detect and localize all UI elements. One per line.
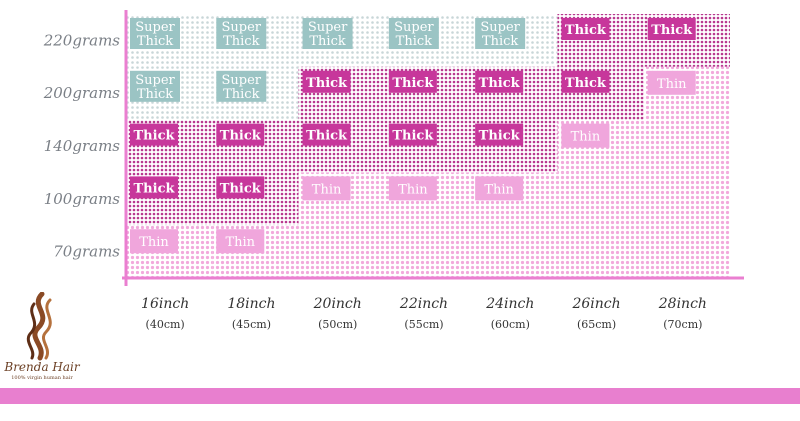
grid-cell-bg — [557, 225, 644, 278]
grid-cell-label: Thick — [561, 18, 610, 40]
x-tick-sublabel: (45cm) — [232, 318, 271, 331]
x-tick-label: 16inch — [141, 296, 189, 312]
x-tick-label: 26inch — [571, 296, 620, 312]
x-tick-label: 22inch — [399, 296, 448, 312]
svg-text:Thick: Thick — [392, 76, 434, 91]
grid-cell-label: Thick — [130, 176, 178, 199]
y-tick-label: 70grams — [53, 243, 120, 261]
brand-tagline: 100% virgin human hair — [11, 375, 73, 381]
svg-text:Thick: Thick — [479, 129, 521, 144]
svg-text:Thick: Thick — [223, 87, 259, 102]
svg-text:Thin: Thin — [657, 77, 687, 92]
grid-cell-label: Thick — [475, 70, 524, 93]
grid-cell-label: Thin — [302, 176, 351, 201]
svg-text:Thick: Thick — [565, 23, 607, 38]
svg-text:Thick: Thick — [482, 34, 518, 49]
y-tick-label: 200grams — [43, 84, 121, 102]
y-tick-label: 140grams — [44, 137, 121, 155]
svg-text:Super: Super — [222, 73, 262, 88]
brand-name: Brenda Hair — [4, 360, 80, 374]
x-tick-label: 24inch — [485, 296, 534, 312]
svg-text:Thin: Thin — [398, 182, 428, 197]
x-tick-label: 28inch — [658, 296, 707, 312]
x-tick-sublabel: (50cm) — [318, 318, 357, 331]
svg-text:Thick: Thick — [565, 76, 607, 91]
svg-text:Thin: Thin — [571, 130, 601, 145]
svg-text:Super: Super — [135, 20, 175, 35]
grid-cell-label: Thick — [561, 70, 610, 93]
grid-cell-bg — [384, 225, 472, 278]
svg-text:Thick: Thick — [134, 181, 176, 196]
svg-text:Super: Super — [308, 20, 348, 35]
svg-text:Super: Super — [480, 20, 520, 35]
svg-text:Thick: Thick — [309, 34, 345, 49]
grid-cell-label: Thin — [388, 176, 437, 201]
x-tick-sublabel: (60cm) — [491, 318, 530, 331]
grid-cell-bg — [643, 225, 730, 278]
grid-cell-label: Thick — [302, 70, 351, 93]
svg-text:Thick: Thick — [137, 34, 173, 49]
x-tick-label: 20inch — [313, 296, 362, 312]
svg-text:Thick: Thick — [306, 76, 348, 91]
svg-text:Super: Super — [135, 73, 175, 88]
svg-text:Thick: Thick — [396, 34, 432, 49]
brand-logo-icon — [26, 292, 52, 361]
x-tick-sublabel: (65cm) — [577, 318, 616, 331]
svg-text:Thick: Thick — [223, 34, 259, 49]
y-tick-label: 100grams — [44, 190, 121, 208]
grid-cell-bg — [471, 225, 558, 278]
grid-cell-bg — [298, 225, 385, 278]
grid-cell-label: Thick — [388, 70, 437, 93]
svg-text:Super: Super — [222, 20, 262, 35]
grid-cell-label: Thick — [388, 123, 437, 146]
grid-cell-bg — [643, 119, 730, 173]
svg-text:Thick: Thick — [134, 129, 176, 144]
grid-cell-bg — [643, 172, 730, 226]
grid-cell-label: Thin — [647, 70, 696, 95]
svg-text:Thick: Thick — [220, 181, 262, 196]
grid-cell-label: Thick — [216, 123, 265, 146]
svg-text:Thick: Thick — [651, 23, 693, 38]
grid-cell-label: Thin — [130, 229, 178, 254]
svg-text:Thin: Thin — [312, 182, 342, 197]
svg-text:Thick: Thick — [306, 129, 348, 144]
grid-cell-label: Thin — [216, 229, 265, 254]
svg-text:Thin: Thin — [225, 235, 255, 250]
grid-cell-label: Thin — [475, 176, 524, 201]
grid-cell-label: Thick — [302, 123, 351, 146]
grid-cell-bg — [557, 172, 644, 226]
y-tick-label: 220grams — [43, 31, 121, 49]
grid-cell-label: Thick — [216, 176, 265, 199]
grid-cell-label: Thin — [561, 123, 610, 148]
svg-text:Thin: Thin — [484, 182, 514, 197]
bottom-bar — [0, 388, 800, 404]
x-tick-sublabel: (40cm) — [146, 318, 185, 331]
x-tick-sublabel: (70cm) — [663, 318, 702, 331]
grid-cell-label: Thick — [647, 18, 696, 40]
svg-text:Thick: Thick — [392, 129, 434, 144]
svg-text:Thin: Thin — [139, 235, 169, 250]
svg-text:Thick: Thick — [220, 129, 262, 144]
grid-cell-label: Thick — [130, 123, 178, 146]
grid-cell-label: Thick — [475, 123, 524, 146]
x-tick-label: 18inch — [227, 296, 275, 312]
svg-text:Thick: Thick — [137, 87, 173, 102]
x-tick-sublabel: (55cm) — [404, 318, 443, 331]
svg-text:Thick: Thick — [479, 76, 521, 91]
svg-text:Super: Super — [394, 20, 434, 35]
